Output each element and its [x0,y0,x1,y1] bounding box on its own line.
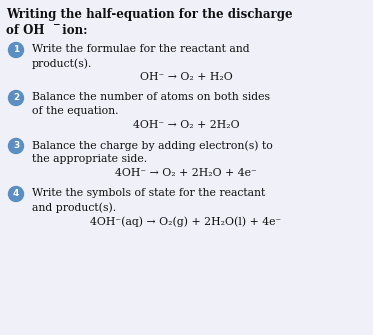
Text: 4OH⁻(aq) → O₂(g) + 2H₂O(l) + 4e⁻: 4OH⁻(aq) → O₂(g) + 2H₂O(l) + 4e⁻ [90,216,282,226]
Text: 1: 1 [13,46,19,55]
Text: and product(s).: and product(s). [32,202,116,213]
Text: 4OH⁻ → O₂ + 2H₂O: 4OH⁻ → O₂ + 2H₂O [133,120,239,130]
Text: OH⁻ → O₂ + H₂O: OH⁻ → O₂ + H₂O [140,72,232,82]
Text: Balance the charge by adding electron(s) to: Balance the charge by adding electron(s)… [32,140,273,150]
Text: 4: 4 [13,190,19,199]
Text: product(s).: product(s). [32,58,93,69]
Text: of the equation.: of the equation. [32,106,119,116]
Text: of OH: of OH [6,24,44,37]
Text: 2: 2 [13,93,19,103]
Text: the appropriate side.: the appropriate side. [32,154,147,164]
Circle shape [9,90,23,106]
Circle shape [9,187,23,201]
Text: −: − [52,20,60,29]
Text: Write the symbols of state for the reactant: Write the symbols of state for the react… [32,188,265,198]
Text: 3: 3 [13,141,19,150]
Circle shape [9,138,23,153]
Text: Balance the number of atoms on both sides: Balance the number of atoms on both side… [32,92,270,102]
Circle shape [9,43,23,58]
Text: Write the formulae for the reactant and: Write the formulae for the reactant and [32,44,250,54]
Text: ion:: ion: [58,24,88,37]
Text: 4OH⁻ → O₂ + 2H₂O + 4e⁻: 4OH⁻ → O₂ + 2H₂O + 4e⁻ [115,168,257,178]
Text: Writing the half-equation for the discharge: Writing the half-equation for the discha… [6,8,293,21]
